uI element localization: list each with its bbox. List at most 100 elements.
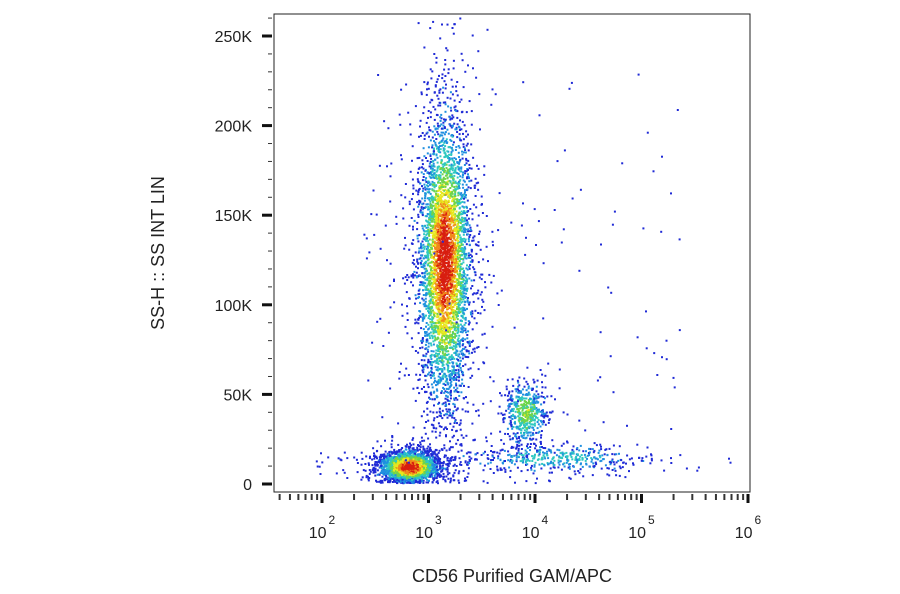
event-dot	[436, 366, 439, 369]
event-dot	[432, 424, 435, 427]
event-dot	[459, 119, 461, 122]
event-dot	[443, 256, 446, 259]
event-dot	[461, 331, 464, 334]
event-dot	[454, 374, 457, 377]
event-dot	[446, 215, 449, 218]
event-dot	[460, 449, 463, 452]
event-dot	[458, 312, 461, 314]
event-dot	[433, 240, 436, 243]
event-dot	[445, 379, 448, 382]
event-dot	[464, 149, 467, 151]
event-dot	[361, 457, 364, 460]
event-dot	[447, 302, 450, 305]
event-dot	[429, 219, 432, 222]
event-dot	[405, 291, 408, 294]
event-dot	[454, 169, 457, 172]
event-dot	[490, 103, 493, 106]
event-dot	[433, 230, 436, 233]
event-dot	[402, 482, 405, 485]
event-dot	[419, 125, 421, 128]
event-dot	[441, 357, 444, 360]
event-dot	[443, 285, 446, 288]
event-dot	[438, 324, 441, 327]
event-dot	[433, 169, 436, 172]
event-dot	[449, 379, 452, 381]
event-dot	[452, 32, 455, 35]
event-dot	[417, 193, 420, 196]
event-dot	[417, 216, 420, 218]
event-dot	[446, 154, 449, 157]
event-dot	[438, 185, 441, 188]
event-dot	[444, 354, 447, 356]
event-dot	[431, 213, 434, 216]
event-dot	[435, 411, 438, 414]
event-dot	[428, 191, 430, 194]
event-dot	[440, 368, 443, 371]
event-dot	[430, 77, 433, 80]
event-dot	[449, 412, 452, 415]
event-dot	[436, 301, 439, 304]
event-dot	[436, 338, 439, 341]
event-dot	[444, 240, 447, 243]
event-dot	[447, 277, 450, 280]
event-dot	[477, 244, 480, 247]
event-dot	[448, 208, 450, 210]
event-dot	[467, 256, 470, 259]
event-dot	[426, 220, 429, 223]
event-dot	[439, 201, 442, 204]
event-dot	[484, 286, 487, 289]
event-dot	[450, 246, 453, 248]
event-dot	[463, 228, 466, 231]
event-dot	[437, 223, 440, 226]
event-dot	[491, 88, 494, 91]
event-dot	[429, 354, 432, 357]
event-dot	[448, 343, 451, 346]
event-dot	[433, 271, 436, 274]
event-dot	[465, 224, 468, 227]
event-dot	[446, 150, 449, 153]
event-dot	[438, 195, 441, 198]
event-dot	[438, 221, 441, 223]
event-dot	[431, 209, 434, 212]
event-dot	[439, 229, 442, 232]
event-dot	[434, 324, 437, 327]
event-dot	[458, 259, 461, 262]
event-dot	[468, 340, 471, 343]
event-dot	[451, 93, 454, 96]
event-dot	[402, 277, 405, 280]
event-dot	[460, 167, 463, 170]
event-dot	[427, 207, 430, 210]
event-dot	[468, 243, 471, 246]
event-dot	[443, 189, 446, 192]
event-dot	[418, 317, 420, 320]
event-dot	[462, 132, 464, 135]
event-dot	[452, 464, 455, 467]
event-dot	[449, 91, 452, 94]
event-dot	[435, 61, 438, 64]
event-dot	[423, 245, 426, 248]
event-dot	[429, 160, 432, 163]
event-dot	[439, 254, 441, 257]
event-dot	[461, 316, 464, 319]
event-dot	[434, 141, 437, 144]
event-dot	[424, 288, 427, 291]
event-dot	[451, 169, 454, 172]
event-dot	[448, 159, 451, 162]
event-dot	[420, 247, 423, 250]
event-dot	[417, 362, 420, 365]
event-dot	[417, 190, 420, 193]
event-dot	[439, 252, 442, 255]
event-dot	[464, 363, 467, 366]
event-dot	[430, 370, 432, 373]
event-dot	[465, 159, 468, 162]
event-dot	[453, 261, 455, 263]
event-dot	[376, 440, 379, 443]
event-dot	[460, 239, 463, 242]
event-dot	[447, 241, 450, 244]
event-dot	[429, 206, 432, 209]
event-dot	[435, 80, 438, 83]
event-dot	[461, 216, 463, 219]
event-dot	[451, 276, 454, 279]
event-dot	[429, 246, 432, 249]
event-dot	[429, 251, 432, 254]
